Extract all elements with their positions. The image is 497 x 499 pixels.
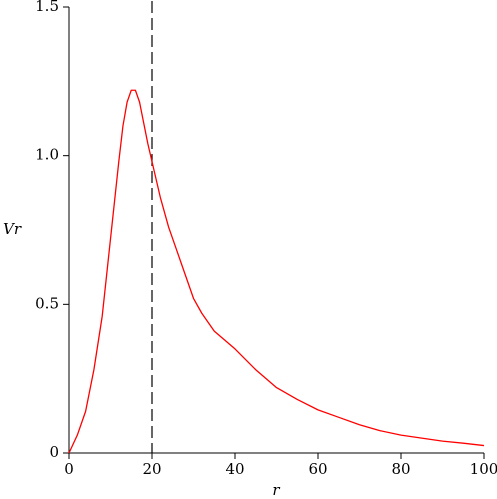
- x-tick-label: 80: [391, 460, 410, 478]
- x-tick-label: 40: [225, 460, 244, 478]
- y-tick-label: 1.0: [35, 146, 59, 164]
- x-tick-label: 20: [142, 460, 161, 478]
- y-tick-label: 0.5: [35, 294, 59, 312]
- x-tick-label: 100: [470, 460, 497, 478]
- x-tick-label: 0: [64, 460, 74, 478]
- x-axis-label: r: [272, 481, 280, 499]
- y-tick-label: 0: [49, 443, 59, 461]
- data-line: [68, 89, 485, 454]
- y-axis-label: Vr: [3, 220, 22, 238]
- x-tick-label: 60: [308, 460, 327, 478]
- y-tick-label: 1.5: [35, 0, 59, 15]
